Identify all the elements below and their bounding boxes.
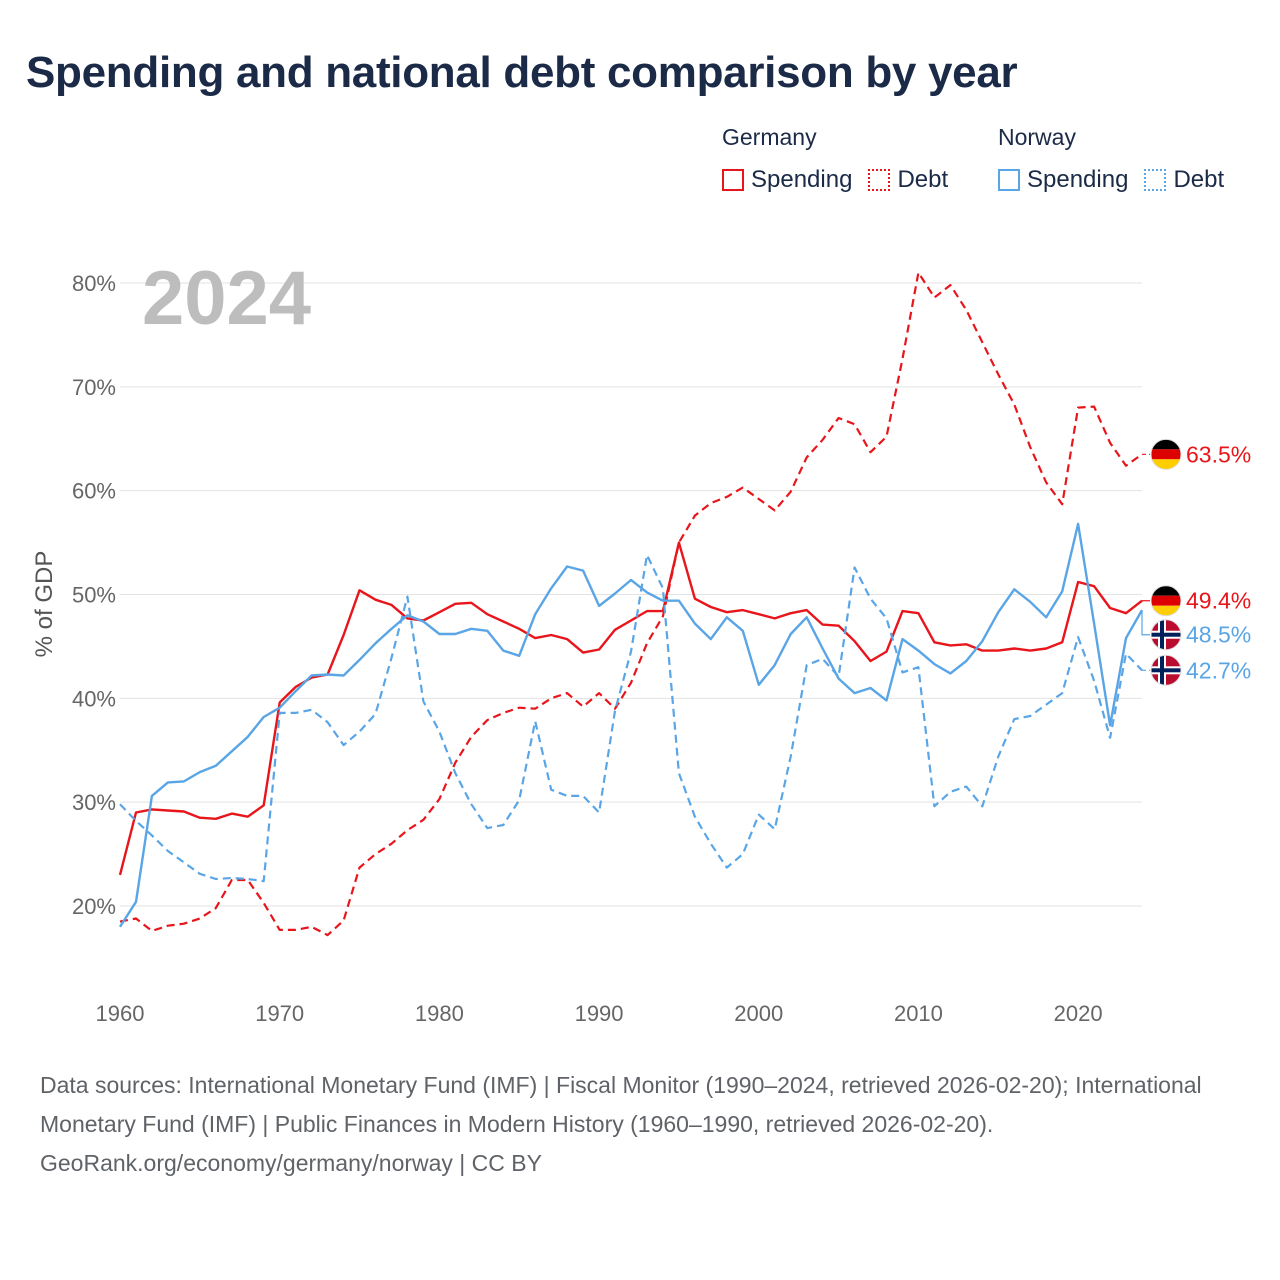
legend-label: Debt bbox=[1173, 166, 1225, 193]
y-tick-label: 30% bbox=[72, 790, 116, 815]
series-line-germany-debt bbox=[119, 271, 1143, 937]
x-tick-label: 2010 bbox=[894, 1001, 943, 1026]
series-line-norway-debt bbox=[119, 553, 1143, 883]
legend-label: Spending bbox=[1027, 166, 1129, 193]
legend-label: Debt bbox=[897, 166, 949, 193]
series-lines bbox=[118, 271, 1144, 937]
x-tick-label: 1990 bbox=[575, 1001, 624, 1026]
x-tick-label: 1960 bbox=[96, 1001, 145, 1026]
legend-item-germany-spending[interactable]: Spending bbox=[722, 166, 852, 194]
y-tick-label: 70% bbox=[72, 375, 116, 400]
y-tick-label: 60% bbox=[72, 479, 116, 504]
end-label-norway-spending: 48.5% bbox=[1186, 622, 1251, 648]
grid-lines bbox=[120, 282, 1142, 907]
legend-item-germany-debt[interactable]: Debt bbox=[868, 166, 948, 194]
legend-group-norway: Norway Spending Debt bbox=[998, 124, 1224, 194]
legend-swatch-solid bbox=[998, 169, 1020, 191]
legend-group-germany: Germany Spending Debt bbox=[722, 124, 948, 194]
data-sources: Data sources: International Monetary Fun… bbox=[40, 1072, 1202, 1137]
y-axis-ticks: 20% 30% 40% 50% 60% 70% 80% bbox=[72, 271, 116, 919]
legend-item-norway-debt[interactable]: Debt bbox=[1144, 166, 1224, 194]
x-axis-ticks: 1960 1970 1980 1990 2000 2010 2020 bbox=[96, 1001, 1103, 1026]
legend-group-name: Germany bbox=[722, 124, 817, 150]
end-connector-norway-spending bbox=[1141, 610, 1150, 636]
x-tick-label: 1970 bbox=[255, 1001, 304, 1026]
end-label-germany-spending: 49.4% bbox=[1186, 588, 1251, 614]
y-tick-label: 50% bbox=[72, 583, 116, 608]
credit: GeoRank.org/economy/germany/norway | CC … bbox=[40, 1150, 542, 1176]
legend-swatch-solid bbox=[722, 169, 744, 191]
end-label-germany-debt: 63.5% bbox=[1186, 441, 1251, 467]
end-label-norway-debt: 42.7% bbox=[1186, 657, 1251, 683]
germany-flag-icon bbox=[1150, 585, 1182, 617]
year-watermark: 2024 bbox=[142, 256, 311, 341]
line-chart: 2024 20%30%40%50%60%70%80% 1960 1970 1980 1… bbox=[31, 256, 1251, 1026]
end-labels: 63.5% 49.4% 48.5% 42.7% bbox=[1141, 438, 1251, 686]
y-tick-label: 80% bbox=[72, 271, 116, 296]
norway-flag-icon bbox=[1150, 619, 1182, 651]
series-line-norway-spending bbox=[118, 522, 1144, 928]
series-line-germany-spending bbox=[118, 541, 1143, 876]
chart-title: Spending and national debt comparison by… bbox=[26, 48, 1018, 97]
legend-label: Spending bbox=[751, 166, 853, 193]
x-tick-label: 2020 bbox=[1054, 1001, 1103, 1026]
germany-flag-icon bbox=[1150, 438, 1182, 470]
y-tick-label: 20% bbox=[72, 894, 116, 919]
legend-item-norway-spending[interactable]: Spending bbox=[998, 166, 1128, 194]
legend-swatch-dotted bbox=[1144, 169, 1167, 191]
norway-flag-icon bbox=[1150, 654, 1182, 686]
footer: Data sources: International Monetary Fun… bbox=[40, 1066, 1240, 1183]
y-tick-label: 40% bbox=[72, 686, 116, 711]
legend-swatch-dotted bbox=[868, 169, 891, 191]
legend-group-name: Norway bbox=[998, 124, 1076, 150]
x-tick-label: 1980 bbox=[415, 1001, 464, 1026]
x-tick-label: 2000 bbox=[734, 1001, 783, 1026]
y-axis-label: % of GDP bbox=[31, 551, 58, 658]
